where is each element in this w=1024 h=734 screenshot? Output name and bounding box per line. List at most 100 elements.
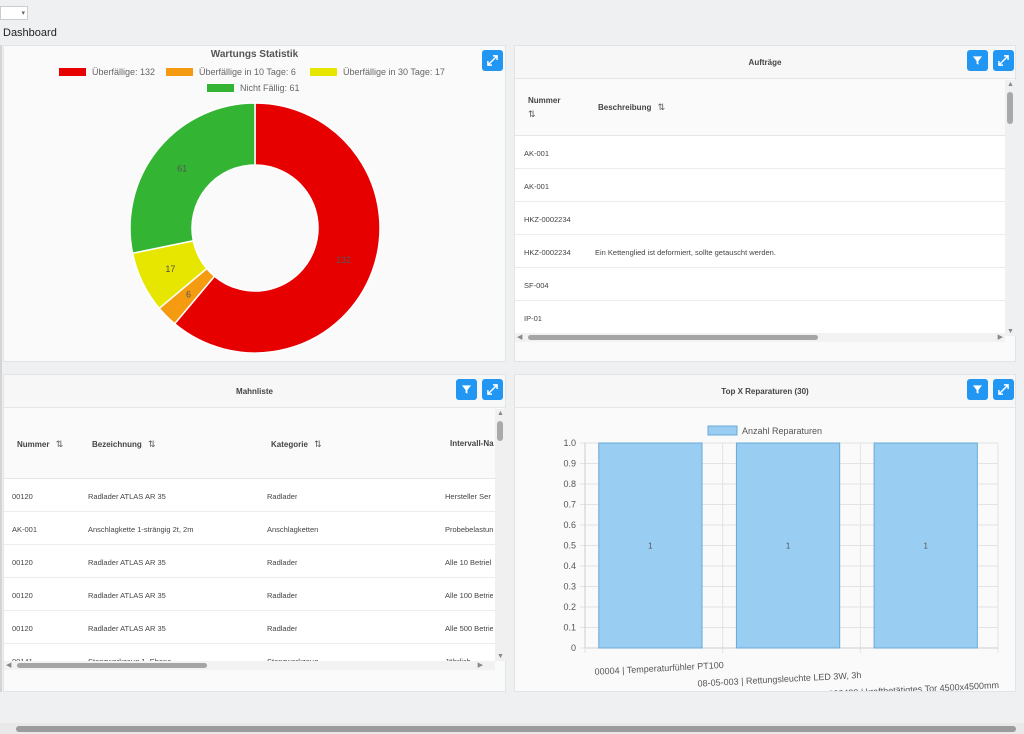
table-row[interactable]: AK-001 <box>515 136 1005 169</box>
slice-data-label: 17 <box>165 264 175 274</box>
reminders-header: Mahnliste <box>4 375 505 408</box>
slice-data-label: 132 <box>336 255 351 265</box>
left-edge <box>0 45 2 692</box>
page-scroll-thumb[interactable] <box>16 726 1016 732</box>
legend-label: Überfällige: 132 <box>92 67 156 77</box>
reminders-filter-button[interactable] <box>456 379 477 400</box>
legend-swatch-due-10 <box>166 68 193 76</box>
cell-kategorie: Anschlagketten <box>267 525 319 534</box>
sort-icon[interactable]: ⇅ <box>528 109 536 119</box>
cell-nummer: AK-001 <box>524 149 550 158</box>
slice-data-label: 6 <box>186 289 191 299</box>
y-tick-label: 1.0 <box>563 438 576 448</box>
col-nummer[interactable]: Nummer ⇅ <box>17 439 64 449</box>
col-bezeichnung[interactable]: Bezeichnung ⇅ <box>92 439 156 449</box>
y-tick-label: 0.5 <box>563 541 576 551</box>
table-row[interactable]: 00141 Stanzwerkzeug 1. Ebene Stanzwerkzeug… <box>4 644 495 661</box>
table-row[interactable]: SF-004 <box>515 268 1005 301</box>
filter-icon <box>461 385 472 394</box>
cell-nummer: 00120 <box>12 591 33 600</box>
table-row[interactable]: AK-001 Anschlagkette 1-strängig 2t, 2m Ans… <box>4 512 495 545</box>
scroll-thumb[interactable] <box>17 663 207 668</box>
legend-due-30[interactable]: Überfällige in 30 Tage: 17 <box>310 67 445 77</box>
orders-filter-button[interactable] <box>967 50 988 71</box>
reminders-vscroll[interactable]: ▲ ▼ <box>495 409 506 661</box>
cell-nummer: SF-004 <box>524 281 549 290</box>
bar[interactable] <box>598 442 703 649</box>
cell-kategorie: Radlader <box>267 558 298 567</box>
legend-not-due[interactable]: Nicht Fällig: 61 <box>207 83 300 93</box>
slice-data-label: 61 <box>177 164 187 174</box>
cell-beschreibung: Ein Kettenglied ist deformiert, sollte g… <box>595 248 776 257</box>
cell-nummer: HKZ-0002234 <box>524 248 571 257</box>
scroll-right-arrow[interactable]: ▶ <box>997 334 1003 341</box>
expand-icon <box>998 384 1009 395</box>
orders-title: Aufträge <box>748 57 782 67</box>
cell-bezeichnung: Anschlagkette 1-strängig 2t, 2m <box>88 525 194 534</box>
repairs-header: Top X Reparaturen (30) <box>515 375 1015 408</box>
sort-icon[interactable]: ⇅ <box>314 439 322 449</box>
table-row[interactable]: HKZ-0002234 Ein Kettenglied ist deformier… <box>515 235 1005 268</box>
col-beschreibung[interactable]: Beschreibung ⇅ <box>598 102 666 112</box>
bar-data-label: 1 <box>648 542 653 551</box>
table-row[interactable]: 00120 Radlader ATLAS AR 35 Radlader Alle 50… <box>4 611 495 644</box>
page-hscroll[interactable] <box>0 723 1024 734</box>
expand-icon <box>487 55 498 66</box>
filter-icon <box>972 385 983 394</box>
y-tick-label: 0.3 <box>563 582 576 592</box>
orders-expand-button[interactable] <box>993 50 1014 71</box>
cell-intervall: Jährlich <box>445 657 493 661</box>
table-row[interactable]: HKZ-0002234 <box>515 202 1005 235</box>
repairs-panel: Top X Reparaturen (30) Anzahl Reparature… <box>514 374 1016 692</box>
bar[interactable] <box>873 442 978 649</box>
legend-overdue[interactable]: Überfällige: 132 <box>59 67 155 77</box>
repairs-filter-button[interactable] <box>967 379 988 400</box>
expand-icon <box>487 384 498 395</box>
scroll-thumb[interactable] <box>528 335 818 340</box>
scroll-thumb[interactable] <box>497 421 503 441</box>
table-row[interactable]: 00120 Radlader ATLAS AR 35 Radlader Alle 10… <box>4 578 495 611</box>
y-tick-label: 0.7 <box>563 500 576 510</box>
select-chevron: ▾ <box>21 10 25 17</box>
reminders-table-header: Nummer ⇅ Bezeichnung ⇅ Kategorie ⇅ Inter… <box>4 409 495 479</box>
orders-table-header: Nummer ⇅ Beschreibung ⇅ <box>515 80 1005 136</box>
scroll-left-arrow[interactable]: ◀ <box>517 334 523 341</box>
donut-slice[interactable] <box>173 102 381 354</box>
scroll-left-arrow[interactable]: ◀ <box>6 662 12 669</box>
sort-icon[interactable]: ⇅ <box>657 102 666 112</box>
sort-icon[interactable]: ⇅ <box>55 439 64 449</box>
scroll-down-arrow[interactable]: ▼ <box>1007 328 1014 335</box>
reminders-expand-button[interactable] <box>482 379 503 400</box>
table-row[interactable]: 00120 Radlader ATLAS AR 35 Radlader Herstel… <box>4 479 495 512</box>
orders-hscroll[interactable]: ◀ ▶ <box>515 333 1005 342</box>
reminders-hscroll[interactable]: ◀ ▶ <box>4 661 495 670</box>
scroll-up-arrow[interactable]: ▲ <box>497 410 504 417</box>
orders-vscroll[interactable]: ▲ ▼ <box>1005 80 1016 336</box>
reminders-table: Nummer ⇅ Bezeichnung ⇅ Kategorie ⇅ Inter… <box>4 409 495 661</box>
legend-swatch[interactable] <box>707 425 738 436</box>
scroll-down-arrow[interactable]: ▼ <box>497 653 504 660</box>
y-tick-label: 0.9 <box>563 459 576 469</box>
cell-nummer: AK-001 <box>12 525 38 534</box>
scroll-right-arrow[interactable]: ▶ <box>477 662 483 669</box>
col-nummer[interactable]: Nummer ⇅ <box>528 96 561 119</box>
donut-slice[interactable] <box>129 102 256 255</box>
table-row[interactable]: 00120 Radlader ATLAS AR 35 Radlader Alle 10… <box>4 545 495 578</box>
table-row[interactable]: IP-01 <box>515 301 1005 334</box>
table-row[interactable]: AK-001 <box>515 169 1005 202</box>
orders-table: Nummer ⇅ Beschreibung ⇅ AK-001 AK-001 HKZ-… <box>515 80 1005 336</box>
sort-icon[interactable]: ⇅ <box>148 439 156 449</box>
repairs-expand-button[interactable] <box>993 379 1014 400</box>
scroll-thumb[interactable] <box>1007 92 1013 124</box>
cell-intervall: Alle 100 Betrie <box>445 591 493 600</box>
bar[interactable] <box>735 442 841 649</box>
legend-due-10[interactable]: Überfällige in 10 Tage: 6 <box>166 67 296 77</box>
scroll-up-arrow[interactable]: ▲ <box>1007 81 1014 88</box>
col-intervall[interactable]: Intervall-Na <box>450 439 494 448</box>
col-kategorie[interactable]: Kategorie ⇅ <box>271 439 322 449</box>
stats-expand-button[interactable] <box>482 50 503 71</box>
view-select[interactable]: ▾ <box>0 6 28 20</box>
x-tick-label: 000439 | kraftbetätigtes Tor 4500x4500mm <box>828 680 999 691</box>
cell-nummer: AK-001 <box>524 182 550 191</box>
y-tick-label: 0.1 <box>563 623 576 633</box>
